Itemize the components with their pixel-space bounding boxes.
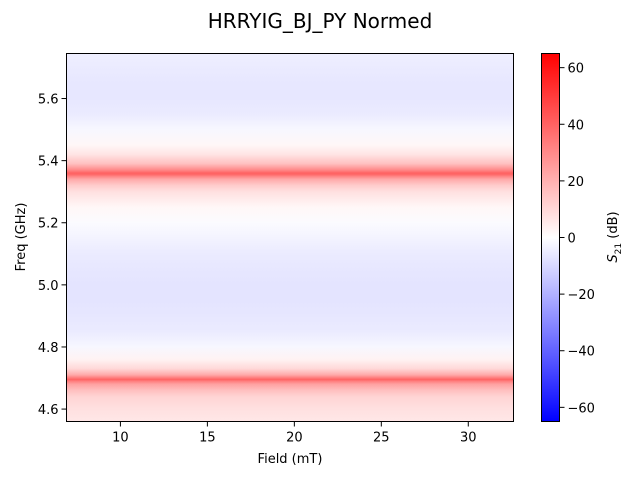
colorbar-label-unit: (dB) [606, 211, 621, 242]
x-tick-label: 30 [460, 431, 477, 446]
colorbar-label-main: S [606, 254, 621, 262]
colorbar-tick-label: 60 [568, 62, 585, 77]
plot-frame [66, 53, 514, 422]
x-tick-label: 25 [373, 431, 390, 446]
colorbar-label-sub: 21 [614, 243, 624, 254]
y-tick-label: 5.2 [38, 217, 59, 232]
colorbar-tick-label: −40 [568, 345, 595, 360]
colorbar-ticks: −60 −40 −20 0 20 40 60 [559, 62, 595, 416]
colorbar-tick-label: −20 [568, 288, 595, 303]
x-tick-label: 10 [112, 431, 129, 446]
colorbar-label: S21 (dB) [606, 211, 624, 262]
colorbar [541, 53, 560, 422]
y-tick-label: 5.4 [38, 155, 59, 170]
colorbar-tick-label: 40 [568, 118, 585, 133]
y-tick-label: 5.6 [38, 93, 59, 108]
y-tick-label: 5.0 [38, 279, 59, 294]
y-tick-label: 4.8 [38, 341, 59, 356]
x-axis-label: Field (mT) [258, 452, 323, 467]
y-tick-label: 4.6 [38, 403, 59, 418]
heatmap-area [66, 53, 514, 422]
x-tick-label: 15 [199, 431, 216, 446]
colorbar-tick-label: −60 [568, 401, 595, 416]
colorbar-tick-label: 0 [568, 232, 576, 247]
x-axis-ticks: 10 15 20 25 30 [112, 421, 477, 446]
colorbar-tick-label: 20 [568, 175, 585, 190]
chart-title: HRRYIG_BJ_PY Normed [208, 9, 433, 33]
x-tick-label: 20 [286, 431, 303, 446]
y-axis-ticks: 4.6 4.8 5.0 5.2 5.4 5.6 [38, 93, 67, 418]
y-axis-label: Freq (GHz) [14, 203, 29, 272]
